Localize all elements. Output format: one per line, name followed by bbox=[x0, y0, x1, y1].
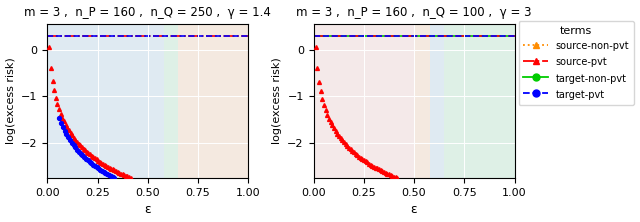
Bar bbox=[178, 24, 248, 178]
Y-axis label: log(excess risk): log(excess risk) bbox=[272, 58, 282, 144]
Bar bbox=[430, 24, 444, 178]
Bar bbox=[164, 24, 178, 178]
Y-axis label: log(excess risk): log(excess risk) bbox=[6, 58, 15, 144]
Bar bbox=[444, 24, 515, 178]
Bar bbox=[414, 24, 430, 178]
Bar bbox=[47, 24, 164, 178]
Bar bbox=[314, 24, 414, 178]
Title: m = 3 ,  n_P = 160 ,  n_Q = 100 ,  γ = 3: m = 3 , n_P = 160 , n_Q = 100 , γ = 3 bbox=[296, 6, 532, 19]
Legend: source-non-pvt, source-pvt, target-non-pvt, target-pvt: source-non-pvt, source-pvt, target-non-p… bbox=[518, 21, 634, 105]
Title: m = 3 ,  n_P = 160 ,  n_Q = 250 ,  γ = 1.4: m = 3 , n_P = 160 , n_Q = 250 , γ = 1.4 bbox=[24, 6, 271, 19]
X-axis label: ε: ε bbox=[145, 203, 151, 216]
X-axis label: ε: ε bbox=[411, 203, 417, 216]
